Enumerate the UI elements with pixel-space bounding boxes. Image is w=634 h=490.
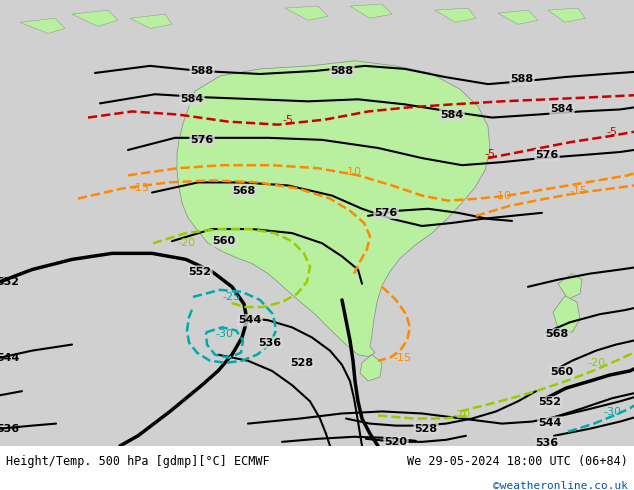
Text: 536: 536	[259, 338, 281, 347]
Text: -5: -5	[607, 127, 618, 137]
Text: 536: 536	[536, 438, 559, 448]
Text: -15: -15	[131, 183, 149, 194]
Text: 552: 552	[538, 397, 562, 407]
Text: 528: 528	[415, 424, 437, 434]
Text: Height/Temp. 500 hPa [gdmp][°C] ECMWF: Height/Temp. 500 hPa [gdmp][°C] ECMWF	[6, 455, 270, 468]
Text: 584: 584	[550, 104, 574, 115]
Text: 552: 552	[0, 277, 20, 287]
Text: -10: -10	[343, 167, 361, 177]
Text: 528: 528	[290, 358, 314, 368]
Text: 576: 576	[535, 150, 559, 160]
Text: -15: -15	[569, 186, 587, 196]
Polygon shape	[350, 4, 392, 18]
Text: ©weatheronline.co.uk: ©weatheronline.co.uk	[493, 481, 628, 490]
Text: 584: 584	[441, 110, 463, 120]
Polygon shape	[285, 6, 328, 20]
Text: 568: 568	[233, 186, 256, 196]
Text: -30: -30	[215, 329, 233, 340]
Text: 544: 544	[0, 353, 20, 363]
Text: 588: 588	[330, 66, 354, 76]
Polygon shape	[558, 273, 582, 299]
Text: 568: 568	[545, 329, 569, 340]
Text: -15: -15	[393, 353, 411, 363]
Text: -20: -20	[178, 238, 196, 248]
Polygon shape	[177, 61, 490, 357]
Text: 544: 544	[238, 315, 262, 325]
Polygon shape	[72, 10, 118, 26]
Polygon shape	[360, 355, 382, 381]
Polygon shape	[435, 8, 476, 22]
Text: -25: -25	[223, 292, 241, 302]
Text: 576: 576	[190, 135, 214, 145]
Text: 520: 520	[384, 437, 408, 447]
Polygon shape	[548, 8, 585, 22]
Text: 560: 560	[550, 367, 574, 377]
Polygon shape	[553, 296, 580, 332]
Text: -30: -30	[603, 408, 621, 417]
Text: 544: 544	[538, 417, 562, 428]
Text: 536: 536	[0, 424, 20, 434]
Text: -5: -5	[283, 115, 294, 124]
Polygon shape	[498, 10, 538, 24]
Text: 588: 588	[510, 74, 534, 84]
Text: 576: 576	[374, 208, 398, 218]
Text: -10: -10	[493, 191, 511, 200]
Text: 588: 588	[190, 66, 214, 76]
Text: 552: 552	[188, 267, 212, 276]
Text: We 29-05-2024 18:00 UTC (06+84): We 29-05-2024 18:00 UTC (06+84)	[407, 455, 628, 468]
Text: -20: -20	[588, 358, 606, 368]
Text: -20: -20	[453, 411, 471, 420]
Polygon shape	[20, 18, 65, 33]
Text: -5: -5	[484, 149, 496, 159]
Text: 560: 560	[212, 236, 236, 246]
Text: 584: 584	[181, 94, 204, 104]
Polygon shape	[130, 14, 172, 28]
